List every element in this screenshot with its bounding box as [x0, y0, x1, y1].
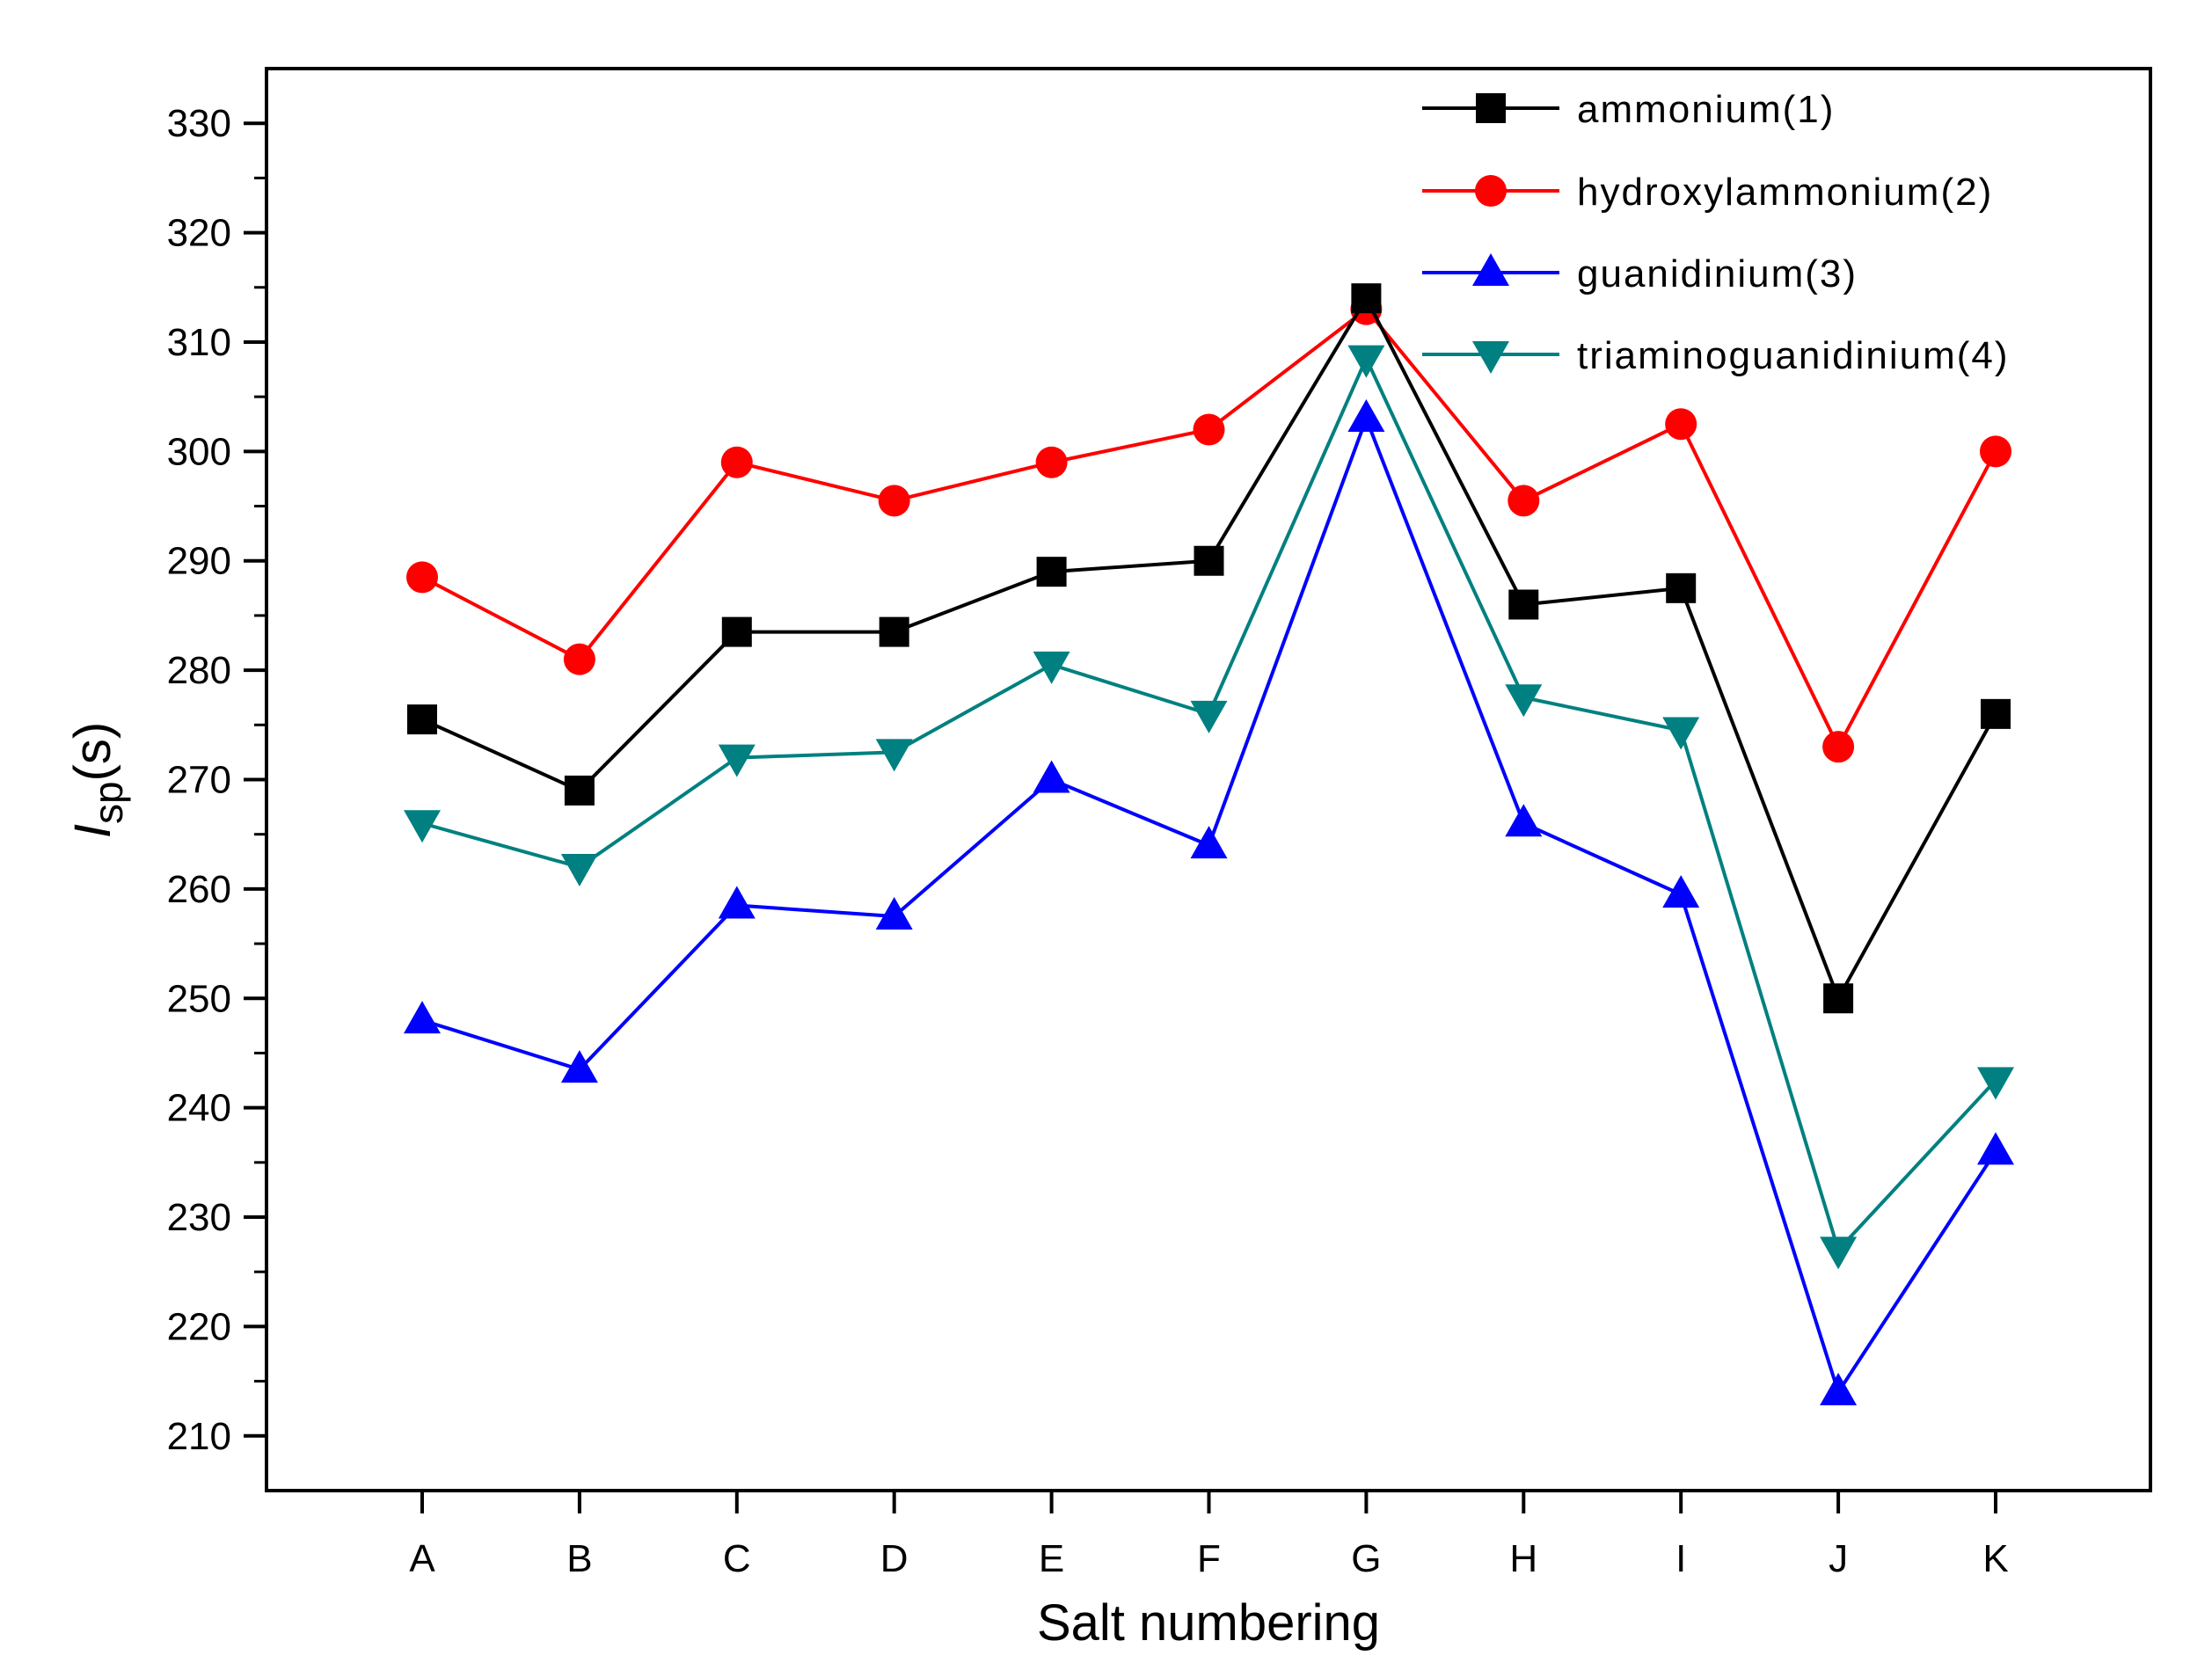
data-point: [1033, 760, 1070, 793]
series-square: [407, 283, 2011, 1014]
legend-label: hydroxylammonium(2): [1577, 171, 1993, 214]
data-point: [1194, 545, 1224, 576]
y-tick-label: 230: [167, 1196, 231, 1239]
y-tick-label: 260: [167, 868, 231, 911]
y-axis-title: Isp(s): [64, 722, 131, 838]
x-tick-label: K: [1982, 1537, 2008, 1580]
y-tick-label: 330: [167, 102, 231, 145]
data-point: [878, 485, 910, 517]
legend-label: triaminoguanidinium(4): [1577, 334, 2010, 377]
data-point: [1508, 589, 1539, 620]
y-tick-label: 220: [167, 1305, 231, 1348]
y-tick-label: 270: [167, 759, 231, 802]
data-point: [718, 886, 756, 919]
x-tick-label: C: [723, 1537, 751, 1580]
data-point: [404, 1001, 441, 1034]
x-tick-label: F: [1197, 1537, 1221, 1580]
data-point: [564, 775, 595, 806]
data-point: [1977, 1132, 2014, 1165]
series-triangle-up: [404, 399, 2014, 1406]
data-point: [560, 854, 598, 887]
data-point: [1505, 804, 1543, 837]
data-point: [560, 1050, 598, 1083]
data-point: [1351, 283, 1382, 314]
legend-label: ammonium(1): [1577, 88, 1835, 131]
data-point: [1977, 1067, 2014, 1100]
legend-item: ammonium(1): [1422, 88, 1835, 131]
legend-item: guanidinium(3): [1422, 252, 1858, 295]
y-tick-label: 250: [167, 977, 231, 1020]
x-tick-label: B: [566, 1537, 592, 1580]
series-layer: [404, 283, 2014, 1406]
x-axis-title: Salt numbering: [1037, 1594, 1380, 1652]
data-point: [1662, 717, 1700, 750]
x-axis: A B C D E F G H I J K: [409, 1491, 2009, 1580]
data-point: [1193, 413, 1225, 446]
data-point: [563, 643, 595, 675]
data-point: [406, 561, 438, 594]
data-point: [1033, 651, 1070, 684]
x-tick-label: E: [1039, 1537, 1064, 1580]
y-tick-label: 280: [167, 649, 231, 692]
legend-marker: [1472, 341, 1509, 374]
y-axis: 210 220 230 240 250 260 270 280 290 300 310 320 330: [167, 102, 266, 1458]
y-tick-label: 240: [167, 1087, 231, 1130]
data-point: [1505, 684, 1543, 718]
data-point: [1823, 983, 1854, 1014]
series-line: [421, 296, 1997, 1001]
svg-text:Isp(s): Isp(s): [64, 722, 131, 838]
data-point: [1347, 345, 1385, 378]
y-tick-label: 310: [167, 321, 231, 364]
series-line: [421, 356, 1997, 1252]
legend-item: hydroxylammonium(2): [1422, 171, 1993, 214]
data-point: [1820, 1236, 1858, 1270]
x-tick-label: I: [1675, 1537, 1686, 1580]
data-point: [1662, 875, 1700, 908]
data-point: [879, 616, 909, 647]
y-tick-label: 320: [167, 212, 231, 255]
x-tick-label: H: [1509, 1537, 1537, 1580]
y-axis-title-main: I: [64, 824, 121, 838]
legend-marker: [1476, 93, 1506, 123]
data-point: [407, 704, 437, 735]
data-point: [721, 616, 752, 647]
data-point: [404, 810, 441, 843]
legend-marker: [1472, 253, 1509, 286]
legend: ammonium(1) hydroxylammonium(2) guanidiniu…: [1422, 88, 2010, 377]
data-point: [1036, 557, 1067, 587]
data-point: [1035, 446, 1068, 478]
data-point: [1822, 731, 1855, 763]
data-point: [1666, 572, 1697, 603]
data-point: [1508, 485, 1540, 517]
y-tick-label: 210: [167, 1415, 231, 1458]
data-point: [1190, 700, 1228, 733]
series-triangle-down: [404, 345, 2014, 1270]
x-tick-label: G: [1351, 1537, 1381, 1580]
x-tick-label: A: [409, 1537, 435, 1580]
legend-item: triaminoguanidinium(4): [1422, 334, 2010, 377]
plot-frame: [265, 67, 2152, 1492]
y-tick-label: 300: [167, 430, 231, 473]
data-point: [875, 739, 913, 772]
data-point: [1980, 435, 2011, 468]
y-axis-title-sub: sp: [85, 781, 131, 824]
x-tick-label: D: [880, 1537, 909, 1580]
data-point: [875, 896, 913, 930]
data-point: [1190, 826, 1228, 859]
y-tick-label: 290: [167, 540, 231, 583]
legend-marker: [1475, 175, 1507, 207]
data-point: [718, 744, 756, 777]
series-circle: [406, 293, 2011, 763]
data-point: [1347, 399, 1385, 433]
data-point: [720, 446, 753, 478]
data-point: [1820, 1373, 1858, 1406]
data-point: [1981, 698, 2011, 729]
x-tick-label: J: [1829, 1537, 1848, 1580]
data-point: [1665, 408, 1697, 441]
y-axis-title-suffix: (s): [64, 722, 121, 782]
legend-label: guanidinium(3): [1577, 252, 1858, 295]
